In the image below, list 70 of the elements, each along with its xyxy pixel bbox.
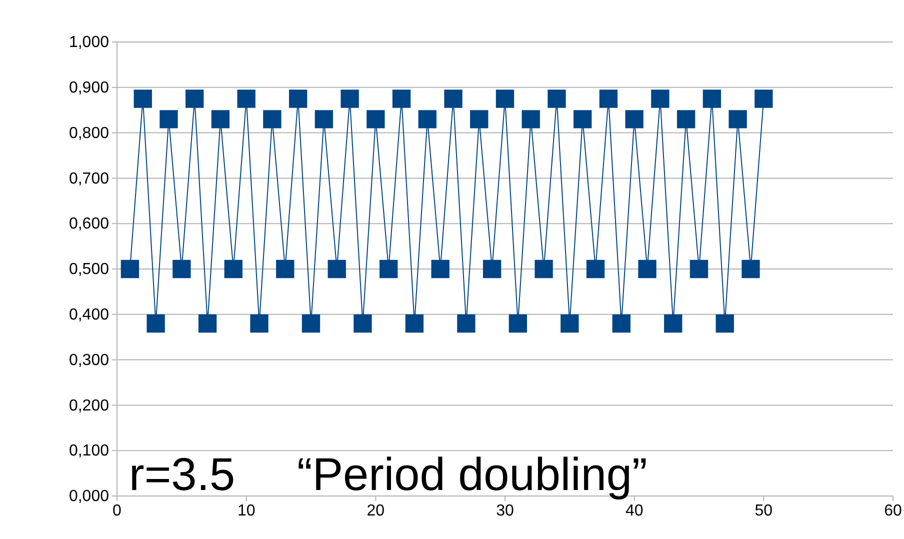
point	[574, 110, 592, 128]
point	[586, 260, 605, 278]
x-tick-label: 50	[754, 502, 773, 520]
point	[288, 90, 308, 108]
point	[328, 260, 346, 278]
point	[354, 314, 372, 333]
point	[418, 110, 436, 128]
point	[522, 110, 540, 128]
y-tick-label: 0,800	[68, 124, 110, 142]
y-tick-label: 0,200	[68, 397, 110, 414]
point	[237, 90, 256, 108]
y-tick-label: 0,300	[68, 352, 110, 369]
point	[172, 260, 191, 278]
point	[690, 260, 708, 278]
point	[548, 90, 566, 108]
y-tick-label: 0,400	[68, 306, 110, 324]
x-tick-label: 10	[237, 502, 256, 520]
point	[651, 90, 670, 108]
point	[534, 260, 553, 278]
point	[482, 260, 502, 278]
y-tick-label: 0,000	[68, 488, 110, 506]
point	[392, 90, 411, 108]
point	[457, 314, 476, 333]
x-tick-label: 30	[496, 502, 514, 520]
point	[198, 314, 217, 333]
point	[508, 314, 528, 333]
point	[224, 260, 242, 278]
x-tick-label: 40	[625, 502, 644, 520]
point	[380, 260, 398, 278]
point	[146, 314, 165, 333]
point	[625, 110, 644, 128]
point	[302, 314, 320, 333]
point	[754, 90, 773, 108]
annotation: r=3.5	[129, 448, 236, 500]
x-tick-label: 0	[112, 502, 122, 520]
x-tick-label: 20	[366, 502, 385, 520]
y-tick-label: 0,900	[68, 80, 110, 97]
annotation: “Period doubling”	[297, 448, 648, 500]
point	[702, 90, 722, 108]
point	[134, 90, 152, 108]
point	[431, 260, 450, 278]
point	[160, 110, 178, 128]
point	[638, 260, 656, 278]
point	[444, 90, 462, 108]
point	[599, 90, 618, 108]
point	[470, 110, 488, 128]
point	[366, 110, 385, 128]
point	[340, 90, 359, 108]
y-tick-label: 0,100	[68, 442, 110, 460]
y-tick-label: 0,700	[68, 170, 110, 188]
point	[612, 314, 630, 333]
x-tick-label: 60	[884, 502, 902, 520]
point	[560, 314, 579, 333]
point	[276, 260, 294, 278]
point	[211, 110, 230, 128]
point	[405, 314, 424, 333]
point	[186, 90, 204, 108]
y-tick-label: 0,500	[68, 261, 110, 278]
point	[716, 314, 734, 333]
point	[263, 110, 282, 128]
y-tick-label: 1,000	[68, 34, 110, 52]
point	[742, 260, 760, 278]
y-tick-label: 0,600	[68, 216, 110, 233]
point	[496, 90, 514, 108]
point	[250, 314, 268, 333]
point	[120, 260, 140, 278]
point	[664, 314, 682, 333]
point	[728, 110, 747, 128]
point	[314, 110, 334, 128]
point	[676, 110, 696, 128]
